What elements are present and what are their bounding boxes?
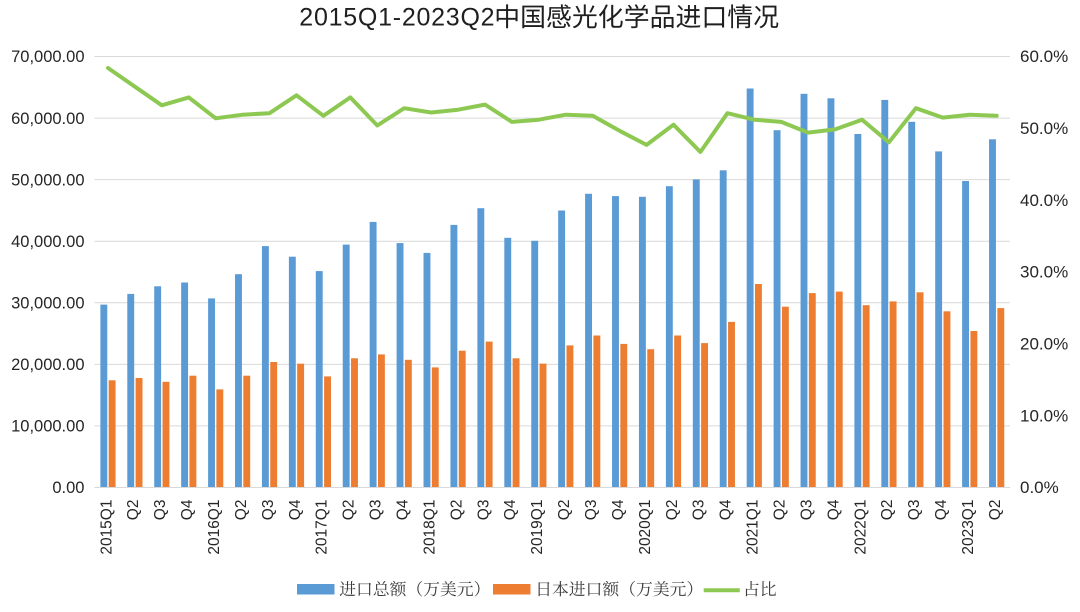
svg-text:2017Q1: 2017Q1: [314, 500, 331, 555]
svg-text:Q2: Q2: [987, 500, 1004, 521]
svg-text:Q2: Q2: [341, 500, 358, 521]
svg-text:0.0%: 0.0%: [1020, 478, 1059, 497]
svg-text:2022Q1: 2022Q1: [852, 500, 869, 555]
svg-text:Q4: Q4: [933, 499, 950, 520]
svg-text:40,000.00: 40,000.00: [11, 233, 84, 251]
svg-text:Q4: Q4: [502, 499, 519, 520]
svg-text:Q3: Q3: [152, 500, 169, 521]
svg-text:20,000.00: 20,000.00: [11, 356, 84, 374]
svg-text:2019Q1: 2019Q1: [529, 500, 546, 555]
svg-text:Q2: Q2: [879, 500, 896, 521]
svg-text:Q2: Q2: [125, 500, 142, 521]
svg-text:10.0%: 10.0%: [1020, 406, 1068, 425]
svg-text:2015Q1-2023Q2: 2015Q1-2023Q2: [299, 3, 495, 31]
svg-text:Q2: Q2: [233, 500, 250, 521]
svg-text:Q3: Q3: [475, 500, 492, 521]
svg-text:2023Q1: 2023Q1: [960, 500, 977, 555]
svg-text:2018Q1: 2018Q1: [421, 500, 438, 555]
svg-text:50.0%: 50.0%: [1020, 119, 1068, 138]
svg-text:0.00: 0.00: [52, 479, 84, 497]
svg-text:2021Q1: 2021Q1: [745, 500, 762, 555]
svg-text:Q3: Q3: [368, 500, 385, 521]
svg-text:Q3: Q3: [798, 500, 815, 521]
svg-text:Q2: Q2: [664, 500, 681, 521]
svg-text:Q3: Q3: [906, 500, 923, 521]
svg-text:Q4: Q4: [718, 499, 735, 520]
svg-text:60,000.00: 60,000.00: [11, 110, 84, 128]
svg-text:20.0%: 20.0%: [1020, 335, 1068, 354]
svg-text:Q4: Q4: [287, 499, 304, 520]
svg-text:Q3: Q3: [691, 500, 708, 521]
svg-text:Q4: Q4: [395, 499, 412, 520]
svg-text:50,000.00: 50,000.00: [11, 171, 84, 189]
svg-text:10,000.00: 10,000.00: [11, 418, 84, 436]
svg-text:60.0%: 60.0%: [1020, 47, 1068, 66]
svg-text:40.0%: 40.0%: [1020, 191, 1068, 210]
svg-text:Q4: Q4: [179, 499, 196, 520]
svg-text:70,000.00: 70,000.00: [11, 48, 84, 66]
svg-text:30.0%: 30.0%: [1020, 263, 1068, 282]
svg-text:2016Q1: 2016Q1: [206, 500, 223, 555]
svg-text:Q2: Q2: [772, 500, 789, 521]
svg-text:Q3: Q3: [260, 500, 277, 521]
svg-text:30,000.00: 30,000.00: [11, 295, 84, 313]
svg-text:Q4: Q4: [610, 499, 627, 520]
svg-text:Q2: Q2: [556, 500, 573, 521]
svg-text:Q2: Q2: [448, 500, 465, 521]
svg-text:2015Q1: 2015Q1: [98, 500, 115, 555]
svg-text:2020Q1: 2020Q1: [637, 500, 654, 555]
svg-text:Q4: Q4: [825, 499, 842, 520]
svg-text:Q3: Q3: [583, 500, 600, 521]
